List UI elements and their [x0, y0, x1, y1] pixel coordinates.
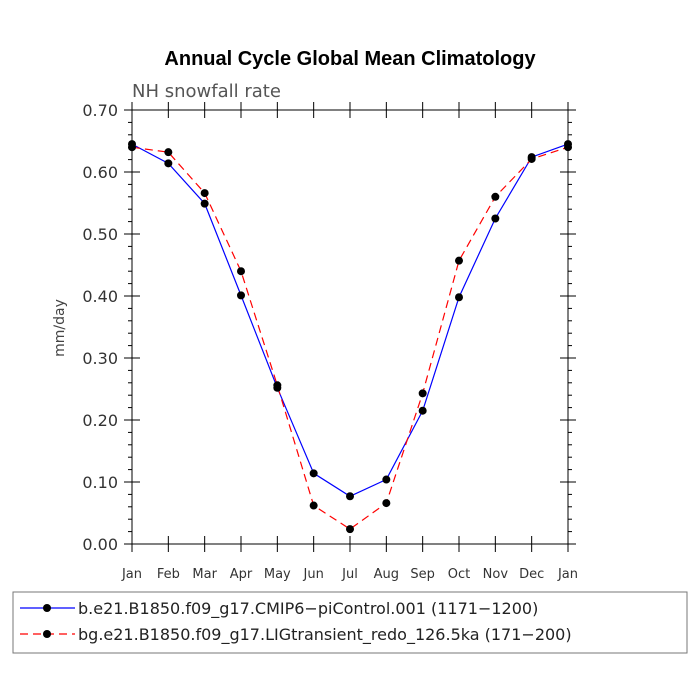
chart-title: Annual Cycle Global Mean Climatology — [164, 48, 536, 70]
legend-label-1: b.e21.B1850.f09_g17.CMIP6−piControl.001 … — [78, 599, 538, 619]
legend-marker — [43, 630, 51, 638]
x-tick-label: Sep — [410, 567, 435, 582]
data-point — [527, 154, 536, 163]
data-point — [200, 189, 209, 198]
y-tick-label: 0.20 — [82, 411, 118, 430]
y-tick-label: 0.50 — [82, 225, 118, 244]
legend-box — [12, 591, 688, 654]
series-line-1 — [131, 143, 569, 497]
legend-label-2: bg.e21.B1850.f09_g17.LIGtransient_redo_1… — [78, 625, 572, 645]
x-tick-label: Feb — [157, 567, 180, 582]
data-point — [491, 214, 500, 223]
y-tick-label: 0.40 — [82, 287, 118, 306]
x-tick-label: May — [264, 567, 291, 582]
data-point — [418, 389, 427, 398]
data-point — [164, 159, 173, 168]
y-axis-label: mm/day — [52, 299, 68, 357]
series-line-2 — [131, 146, 569, 530]
data-point — [455, 256, 463, 265]
data-point — [273, 381, 282, 390]
data-point — [491, 192, 500, 201]
data-point — [346, 525, 354, 534]
x-tick-label: Mar — [192, 567, 217, 582]
data-point — [237, 291, 245, 300]
data-point — [382, 475, 391, 484]
legend-marker — [43, 604, 51, 612]
x-tick-label: Jan — [121, 567, 142, 582]
x-tick-label: Jul — [341, 567, 358, 582]
x-tick-label: Aug — [374, 567, 399, 582]
y-tick-label: 0.00 — [82, 535, 118, 554]
x-tick-label: Oct — [448, 567, 470, 582]
x-tick-label: Nov — [483, 567, 509, 582]
data-point — [455, 293, 463, 302]
data-point — [346, 492, 354, 501]
data-point — [382, 499, 391, 508]
data-point — [309, 501, 318, 510]
x-tick-label: Dec — [519, 567, 544, 582]
y-tick-label: 0.10 — [82, 473, 118, 492]
y-tick-label: 0.60 — [82, 163, 118, 182]
chart-subtitle: NH snowfall rate — [132, 81, 281, 102]
y-tick-label: 0.70 — [82, 101, 118, 120]
data-point — [164, 148, 173, 157]
x-tick-label: Apr — [230, 567, 253, 582]
data-point — [237, 267, 245, 276]
data-point — [418, 406, 427, 415]
x-tick-label: Jan — [557, 567, 578, 582]
plot-frame — [131, 109, 569, 545]
data-point — [309, 469, 318, 478]
data-point — [200, 199, 209, 208]
x-tick-label: Jun — [303, 567, 324, 582]
y-tick-label: 0.30 — [82, 349, 118, 368]
